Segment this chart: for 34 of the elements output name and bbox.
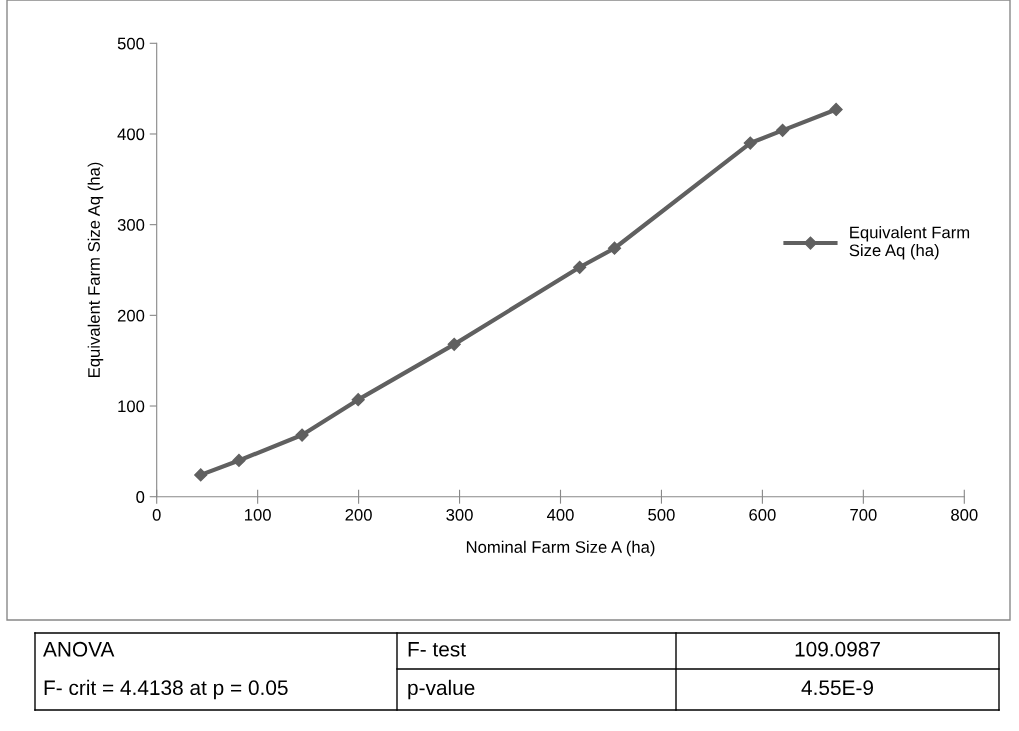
x-tick-label: 300: [446, 508, 473, 521]
x-axis-title: Nominal Farm Size A (ha): [466, 540, 655, 557]
point: [573, 260, 587, 274]
legend-label: Equivalent Farm Size Aq (ha): [849, 226, 970, 260]
y-axis-title: Equivalent Farm Size Aq (ha): [87, 162, 104, 378]
y-tick-label: 0: [136, 491, 145, 503]
text: ANOVA: [43, 641, 115, 657]
text: 109.0987: [795, 641, 880, 657]
y-tick-label: 500: [117, 37, 145, 50]
point: [743, 136, 757, 150]
point: [607, 241, 622, 255]
x-tick-label: 500: [648, 508, 675, 521]
x-tick-label: 600: [749, 508, 776, 521]
y-tick-label: 400: [117, 128, 145, 141]
x-tick-label: 400: [546, 508, 574, 521]
x-tick-label: 0: [152, 508, 161, 521]
y-tick-label: 100: [118, 400, 145, 413]
text: F- test: [408, 642, 466, 657]
point: [829, 102, 843, 117]
point: [776, 123, 790, 137]
x-tick-label: 200: [345, 508, 372, 521]
point: [295, 428, 309, 442]
text: F- crit = 4.4138 at p = 0.05: [44, 679, 288, 700]
x-tick-label: 100: [245, 508, 271, 521]
point: [194, 468, 208, 482]
point: [447, 337, 461, 351]
point: [232, 453, 246, 468]
x-tick-label: 700: [850, 508, 877, 521]
y-tick-label: 300: [117, 219, 145, 231]
text: 4.55E-9: [801, 680, 873, 696]
y-tick-label: 200: [117, 309, 145, 322]
text: p-value: [408, 679, 475, 700]
point: [351, 393, 365, 407]
x-tick-label: 800: [951, 508, 978, 521]
